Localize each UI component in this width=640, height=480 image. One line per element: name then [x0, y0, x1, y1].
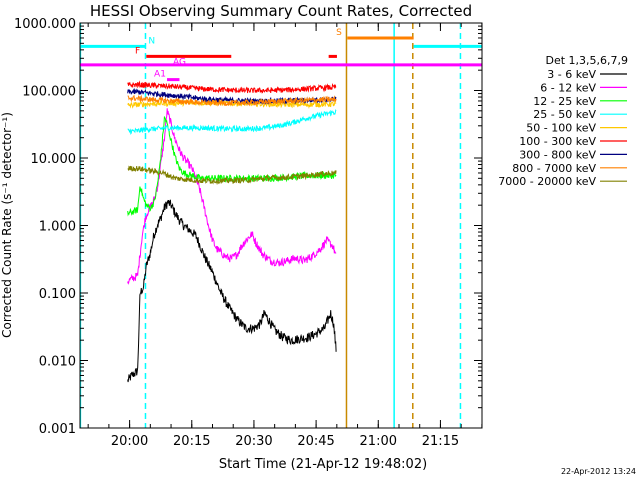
y-tick-label: 0.001 — [39, 422, 76, 437]
legend-label-3-6-kev: 3 - 6 keV — [547, 68, 596, 81]
series-3-6-kev — [127, 199, 337, 383]
x-tick-label: 20:45 — [297, 434, 334, 449]
flag-label-f: F — [135, 46, 140, 56]
legend-title: Det 1,3,5,6,7,9 — [545, 54, 628, 67]
y-axis-label: Corrected Count Rate (s⁻¹ detector⁻¹) — [0, 112, 14, 338]
date-stamp: 22-Apr-2012 13:24 — [561, 467, 636, 476]
y-tick-label: 1.000 — [39, 220, 76, 235]
series-100-300-kev — [127, 80, 337, 94]
legend-label-300-800-kev: 300 - 800 keV — [519, 148, 596, 161]
legend-label-25-50-kev: 25 - 50 keV — [533, 108, 596, 121]
x-tick-label: 20:00 — [111, 434, 148, 449]
flag-label-s: S — [336, 28, 342, 38]
flag-label-ag: AG — [173, 57, 186, 67]
y-tick-label: 1000.000 — [14, 17, 76, 32]
chart-title: HESSI Observing Summary Count Rates, Cor… — [90, 2, 472, 20]
y-tick-label: 100.000 — [22, 85, 76, 100]
flag-bars: N S F AG A1 — [80, 28, 482, 82]
x-tick-label: 20:30 — [235, 434, 272, 449]
flag-label-n: N — [148, 36, 155, 46]
data-series — [127, 80, 337, 383]
legend-label-50-100-kev: 50 - 100 keV — [526, 122, 596, 135]
legend-label-6-12-kev: 6 - 12 keV — [540, 81, 596, 94]
x-tick-label: 21:15 — [422, 434, 459, 449]
series-7000-20000-kev — [127, 165, 337, 186]
y-tick-label: 10.000 — [31, 152, 77, 167]
legend-label-12-25-kev: 12 - 25 keV — [533, 95, 596, 108]
y-tick-label: 0.010 — [39, 355, 76, 370]
x-axis-label: Start Time (21-Apr-12 19:48:02) — [219, 457, 427, 472]
legend-label-100-300-kev: 100 - 300 keV — [519, 135, 596, 148]
x-tick-label: 20:15 — [173, 434, 210, 449]
flag-label-a1: A1 — [154, 70, 166, 80]
plot-frame — [79, 22, 483, 429]
x-axis: 20:00 20:15 20:30 20:45 21:00 21:15 — [87, 23, 483, 449]
y-axis: 0.001 0.010 0.100 1.000 10.000 100.000 1000.00… — [14, 17, 482, 437]
y-tick-label: 0.100 — [39, 287, 76, 302]
series-6-12-kev — [127, 108, 337, 285]
legend-label-7000-20000-kev: 7000 - 20000 keV — [498, 175, 596, 188]
series-800-7000-kev — [127, 94, 337, 107]
legend-label-800-7000-kev: 800 - 7000 keV — [512, 162, 596, 175]
series-25-50-kev — [127, 108, 337, 135]
x-tick-label: 21:00 — [360, 434, 397, 449]
